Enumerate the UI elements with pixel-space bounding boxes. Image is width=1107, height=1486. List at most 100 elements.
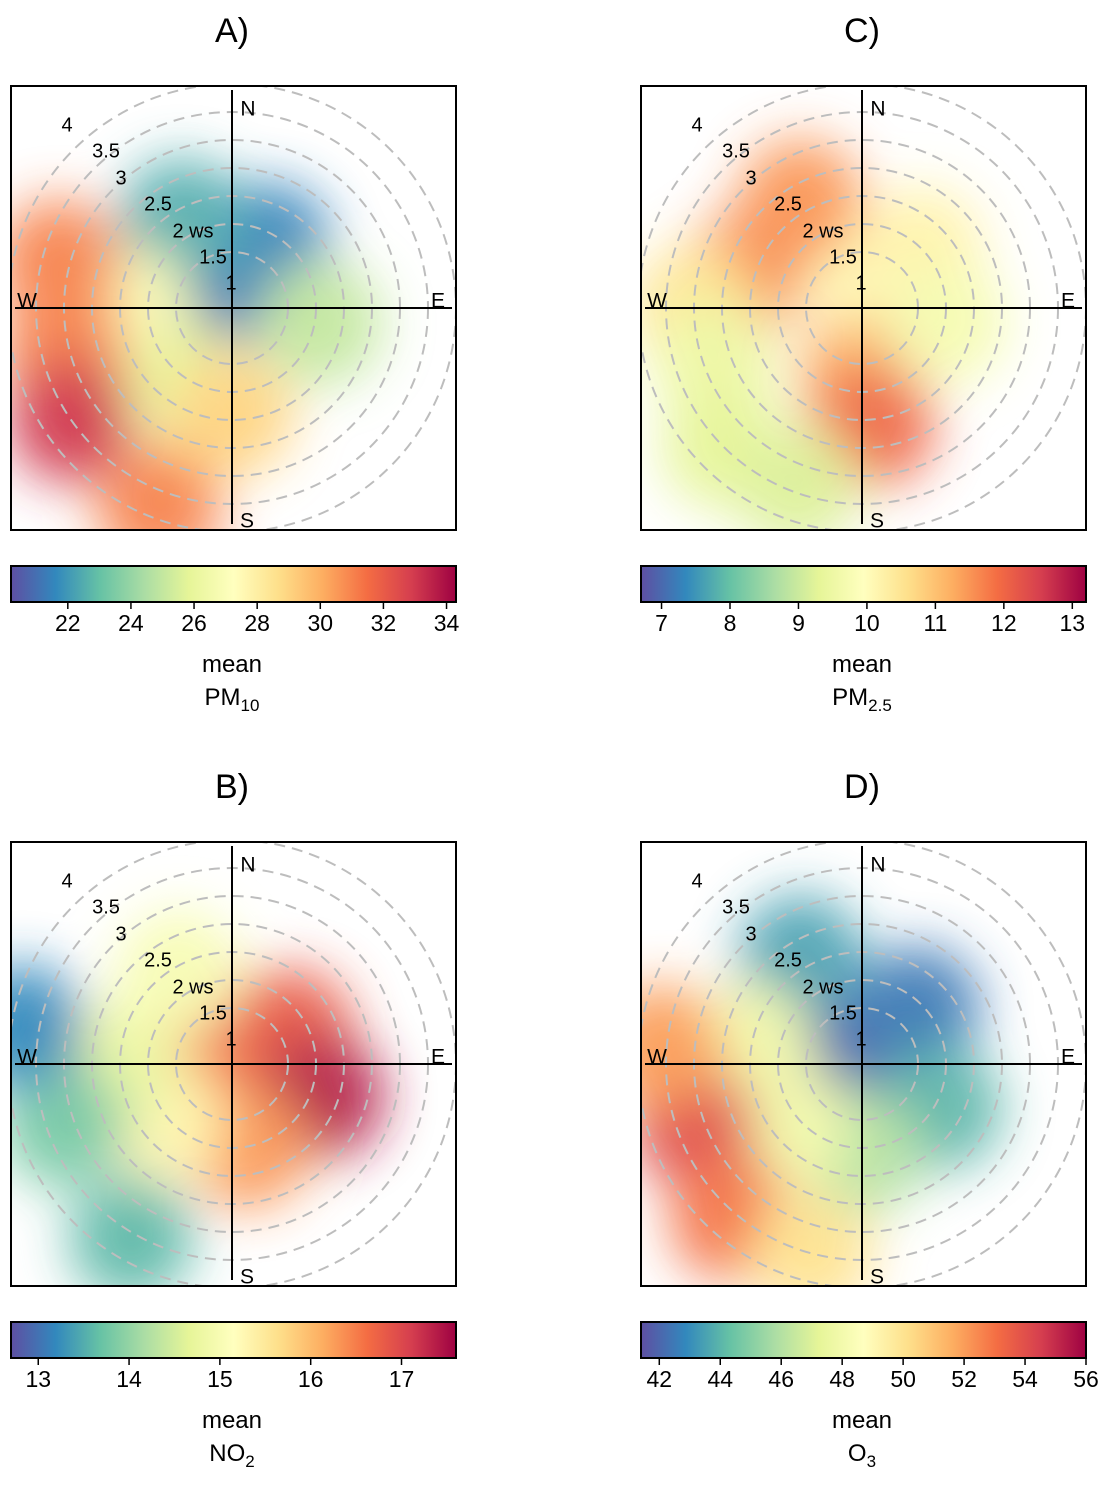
compass-label: E <box>431 1046 445 1069</box>
polar-plot-pm25: N E S W 1 1.5 2 ws2.5 3 3.5 4 7 8 9 10 11 12 13 <box>640 85 1087 636</box>
colour-bar-tick-label: 17 <box>389 1366 415 1392</box>
colour-bar-tick-label: 22 <box>55 610 81 636</box>
colour-bar-tick-label: 54 <box>1012 1366 1038 1392</box>
pollutant-label: O3 <box>762 1440 962 1472</box>
pollutant-base: PM <box>832 684 869 711</box>
compass-label: W <box>17 1046 37 1069</box>
surface-point <box>11 965 85 1090</box>
ring-label: 2 ws <box>172 976 213 998</box>
colour-bar-tick-label: 48 <box>829 1366 855 1392</box>
colour-bar-tick-label: 34 <box>434 610 460 636</box>
colour-bar <box>10 565 457 603</box>
colour-bar-tick-label: 15 <box>207 1366 233 1392</box>
ring-label: 4 <box>691 870 702 892</box>
pollutant-subscript: 10 <box>240 695 260 715</box>
compass-label: S <box>240 1266 254 1289</box>
plot-frame <box>10 85 457 531</box>
colour-bar-tick-label: 13 <box>1060 610 1086 636</box>
compass-label: E <box>1061 290 1075 313</box>
statistic-label: mean <box>831 1407 893 1434</box>
panel-label: A) <box>215 12 249 50</box>
colour-bar-tick-label: 24 <box>118 610 144 636</box>
ring-label: 2.5 <box>774 193 802 215</box>
compass-label: W <box>17 290 37 313</box>
compass-label: S <box>870 510 884 533</box>
pollutant-base: NO <box>209 1440 246 1467</box>
polar-plot-panel-pm25: C) N E S W 1 1.5 2 ws 2.5 3 3.5 4 7 8 9 10 11 12 13 mean … <box>630 0 1107 730</box>
ring-label: 2.5 <box>144 193 172 215</box>
plot-frame <box>10 841 457 1287</box>
pollutant-subscript: 2 <box>245 1451 255 1471</box>
ring-label: 1.5 <box>829 246 857 268</box>
colour-bar-tick-label: 7 <box>655 610 668 636</box>
ring-label: 4 <box>61 114 72 136</box>
colour-bar-tick-label: 13 <box>25 1366 51 1392</box>
surface-point <box>882 260 1007 385</box>
ring-label: 3 <box>745 167 756 189</box>
colour-bar-tick-label: 10 <box>854 610 880 636</box>
ring-label: 3.5 <box>92 896 120 918</box>
surface-point <box>258 261 383 386</box>
compass-label: N <box>240 98 255 121</box>
surface-point <box>116 909 241 1034</box>
ring-label: 2.5 <box>144 949 172 971</box>
plot-frame <box>640 85 1087 531</box>
colour-bar <box>10 1321 457 1359</box>
ring-label: 4 <box>691 114 702 136</box>
polar-plot-panel-pm10: A) N E S W 1 1.5 2 ws 2.5 3 3.5 4 22 24 26 28 30 32 34 me… <box>0 0 520 730</box>
polar-plot-panel-no2: B) N E S W 1 1.5 2 ws 2.5 3 3.5 4 13 14 15 16 17 mean N… <box>0 756 520 1486</box>
statistic-label: mean <box>831 651 893 678</box>
polar-plot-o3: N E S W 1 1.5 2 ws2.5 3 3.5 4 42 44 46 48 50 52 54 56 <box>640 841 1099 1392</box>
compass-label: W <box>647 1046 667 1069</box>
compass-label: N <box>870 854 885 877</box>
surface-point <box>97 445 222 530</box>
compass-label: N <box>870 98 885 121</box>
ring-label: 2 ws <box>802 976 843 998</box>
colour-bar-tick-label: 14 <box>116 1366 142 1392</box>
surface-point <box>734 424 859 530</box>
panel-label: B) <box>215 768 249 806</box>
colour-bar-tick-label: 42 <box>646 1366 672 1392</box>
surface-point <box>69 1176 194 1286</box>
compass-label: N <box>240 854 255 877</box>
surface-point <box>11 1063 126 1188</box>
panel-label: D) <box>844 768 880 806</box>
ring-label: 1.5 <box>199 1002 227 1024</box>
colour-bar-tick-label: 26 <box>181 610 207 636</box>
surface-point <box>749 1191 874 1286</box>
statistic-label: mean <box>201 1407 263 1434</box>
ring-label: 1 <box>225 272 236 294</box>
colour-bar-tick-label: 46 <box>768 1366 794 1392</box>
ring-label: 1.5 <box>829 1002 857 1024</box>
ring-label: 1 <box>855 1028 866 1050</box>
colour-bar-tick-label: 44 <box>707 1366 733 1392</box>
polar-plot-no2: N E S W 1 1.5 2 ws2.5 3 3.5 4 13 14 15 16 17 <box>10 841 457 1392</box>
ring-label: 4 <box>61 870 72 892</box>
ring-label: 3 <box>115 923 126 945</box>
colour-bar-tick-label: 8 <box>724 610 737 636</box>
plot-frame <box>640 841 1087 1287</box>
statistic-label: mean <box>201 651 263 678</box>
colour-bar-tick-label: 30 <box>307 610 333 636</box>
compass-label: E <box>431 290 445 313</box>
surface-point <box>641 984 724 1109</box>
compass-label: S <box>870 1266 884 1289</box>
surface-point <box>855 946 980 1071</box>
ring-label: 3.5 <box>722 140 750 162</box>
colour-bar <box>640 1321 1087 1359</box>
ring-label: 1.5 <box>199 246 227 268</box>
ring-label: 3 <box>745 923 756 945</box>
pollutant-label: NO2 <box>132 1440 332 1472</box>
colour-bar-tick-label: 32 <box>371 610 397 636</box>
colour-bar-tick-label: 11 <box>923 610 947 636</box>
pollutant-subscript: 2.5 <box>868 695 892 715</box>
colour-bar-tick-label: 52 <box>951 1366 977 1392</box>
colour-bar-tick-label: 16 <box>298 1366 324 1392</box>
ring-label: 2 ws <box>172 220 213 242</box>
colour-bar-tick-label: 50 <box>890 1366 916 1392</box>
pollutant-subscript: 3 <box>866 1451 877 1471</box>
colour-bar-tick-label: 12 <box>991 610 1017 636</box>
ring-label: 1 <box>225 1028 236 1050</box>
compass-label: S <box>240 510 254 533</box>
panel-label: C) <box>844 12 880 50</box>
